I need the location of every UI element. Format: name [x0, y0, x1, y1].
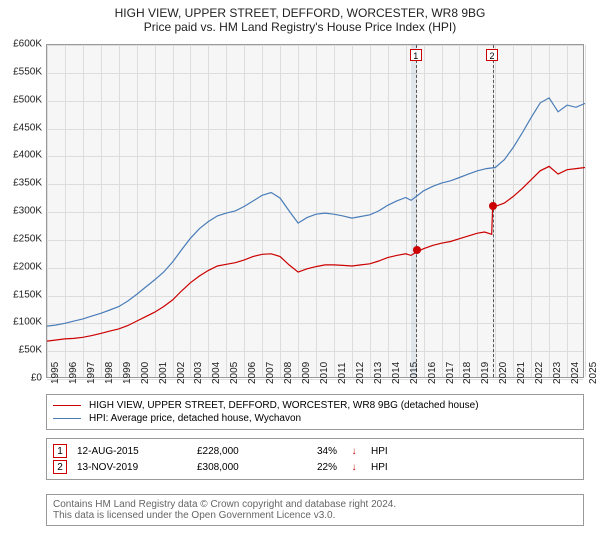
- y-tick-label: £0: [0, 373, 42, 384]
- plot-area: 12: [46, 44, 584, 378]
- y-tick-label: £50K: [0, 345, 42, 356]
- x-tick-label: 1998: [104, 362, 115, 384]
- x-tick-label: 1997: [86, 362, 97, 384]
- chart-container: HIGH VIEW, UPPER STREET, DEFFORD, WORCES…: [0, 0, 600, 560]
- x-tick-label: 2022: [534, 362, 545, 384]
- event-date: 12-AUG-2015: [77, 446, 187, 457]
- x-tick-label: 2007: [265, 362, 276, 384]
- event-pct: 34%: [297, 446, 337, 457]
- x-tick-label: 2019: [480, 362, 491, 384]
- event-suffix: HPI: [371, 462, 388, 473]
- legend-label: HPI: Average price, detached house, Wych…: [89, 413, 301, 424]
- events-table: 1 12-AUG-2015 £228,000 34% ↓ HPI 2 13-NO…: [46, 438, 584, 480]
- x-tick-label: 1999: [122, 362, 133, 384]
- x-tick-label: 2010: [319, 362, 330, 384]
- series-price_paid: [47, 166, 585, 341]
- event-row: 1 12-AUG-2015 £228,000 34% ↓ HPI: [53, 443, 577, 459]
- x-tick-label: 2018: [462, 362, 473, 384]
- y-tick-label: £500K: [0, 94, 42, 105]
- gridline-v: [585, 45, 586, 377]
- copyright-line: This data is licensed under the Open Gov…: [53, 510, 577, 521]
- x-tick-label: 1996: [68, 362, 79, 384]
- x-tick-label: 1995: [50, 362, 61, 384]
- x-tick-label: 2002: [176, 362, 187, 384]
- y-tick-label: £300K: [0, 206, 42, 217]
- legend: HIGH VIEW, UPPER STREET, DEFFORD, WORCES…: [46, 394, 584, 430]
- x-tick-label: 2023: [552, 362, 563, 384]
- legend-label: HIGH VIEW, UPPER STREET, DEFFORD, WORCES…: [89, 400, 479, 411]
- down-arrow-icon: ↓: [347, 446, 361, 457]
- x-tick-label: 2024: [570, 362, 581, 384]
- series-hpi: [47, 98, 585, 326]
- event-marker-icon: 1: [53, 444, 67, 458]
- y-tick-label: £550K: [0, 66, 42, 77]
- y-tick-label: £350K: [0, 178, 42, 189]
- x-tick-label: 2015: [409, 362, 420, 384]
- event-dot: [489, 202, 497, 210]
- event-price: £308,000: [197, 462, 287, 473]
- legend-row: HPI: Average price, detached house, Wych…: [53, 412, 577, 425]
- y-tick-label: £200K: [0, 261, 42, 272]
- event-marker-icon: 2: [53, 460, 67, 474]
- legend-swatch: [53, 405, 81, 406]
- copyright-box: Contains HM Land Registry data © Crown c…: [46, 494, 584, 526]
- x-tick-label: 2025: [588, 362, 599, 384]
- y-tick-label: £250K: [0, 233, 42, 244]
- x-tick-label: 2011: [337, 362, 348, 384]
- chart-title: HIGH VIEW, UPPER STREET, DEFFORD, WORCES…: [0, 6, 600, 20]
- x-tick-label: 2003: [193, 362, 204, 384]
- y-tick-label: £600K: [0, 39, 42, 50]
- event-dot: [413, 246, 421, 254]
- legend-row: HIGH VIEW, UPPER STREET, DEFFORD, WORCES…: [53, 399, 577, 412]
- x-tick-label: 2001: [158, 362, 169, 384]
- x-tick-label: 2020: [498, 362, 509, 384]
- x-tick-label: 2000: [140, 362, 151, 384]
- x-tick-label: 2017: [445, 362, 456, 384]
- event-marker-box: 2: [486, 49, 498, 61]
- chart-svg: [47, 45, 585, 379]
- x-tick-label: 2021: [516, 362, 527, 384]
- x-tick-label: 2012: [355, 362, 366, 384]
- event-suffix: HPI: [371, 446, 388, 457]
- x-tick-label: 2008: [283, 362, 294, 384]
- y-tick-label: £150K: [0, 289, 42, 300]
- chart-titles: HIGH VIEW, UPPER STREET, DEFFORD, WORCES…: [0, 0, 600, 34]
- chart-subtitle: Price paid vs. HM Land Registry's House …: [0, 20, 600, 34]
- x-tick-label: 2004: [211, 362, 222, 384]
- y-tick-label: £100K: [0, 317, 42, 328]
- event-row: 2 13-NOV-2019 £308,000 22% ↓ HPI: [53, 459, 577, 475]
- x-tick-label: 2006: [247, 362, 258, 384]
- event-marker-box: 1: [410, 49, 422, 61]
- x-tick-label: 2014: [391, 362, 402, 384]
- event-date: 13-NOV-2019: [77, 462, 187, 473]
- x-tick-label: 2013: [373, 362, 384, 384]
- legend-swatch: [53, 418, 81, 419]
- event-price: £228,000: [197, 446, 287, 457]
- x-tick-label: 2005: [229, 362, 240, 384]
- copyright-line: Contains HM Land Registry data © Crown c…: [53, 499, 577, 510]
- y-tick-label: £450K: [0, 122, 42, 133]
- y-tick-label: £400K: [0, 150, 42, 161]
- x-tick-label: 2016: [427, 362, 438, 384]
- x-tick-label: 2009: [301, 362, 312, 384]
- event-pct: 22%: [297, 462, 337, 473]
- down-arrow-icon: ↓: [347, 462, 361, 473]
